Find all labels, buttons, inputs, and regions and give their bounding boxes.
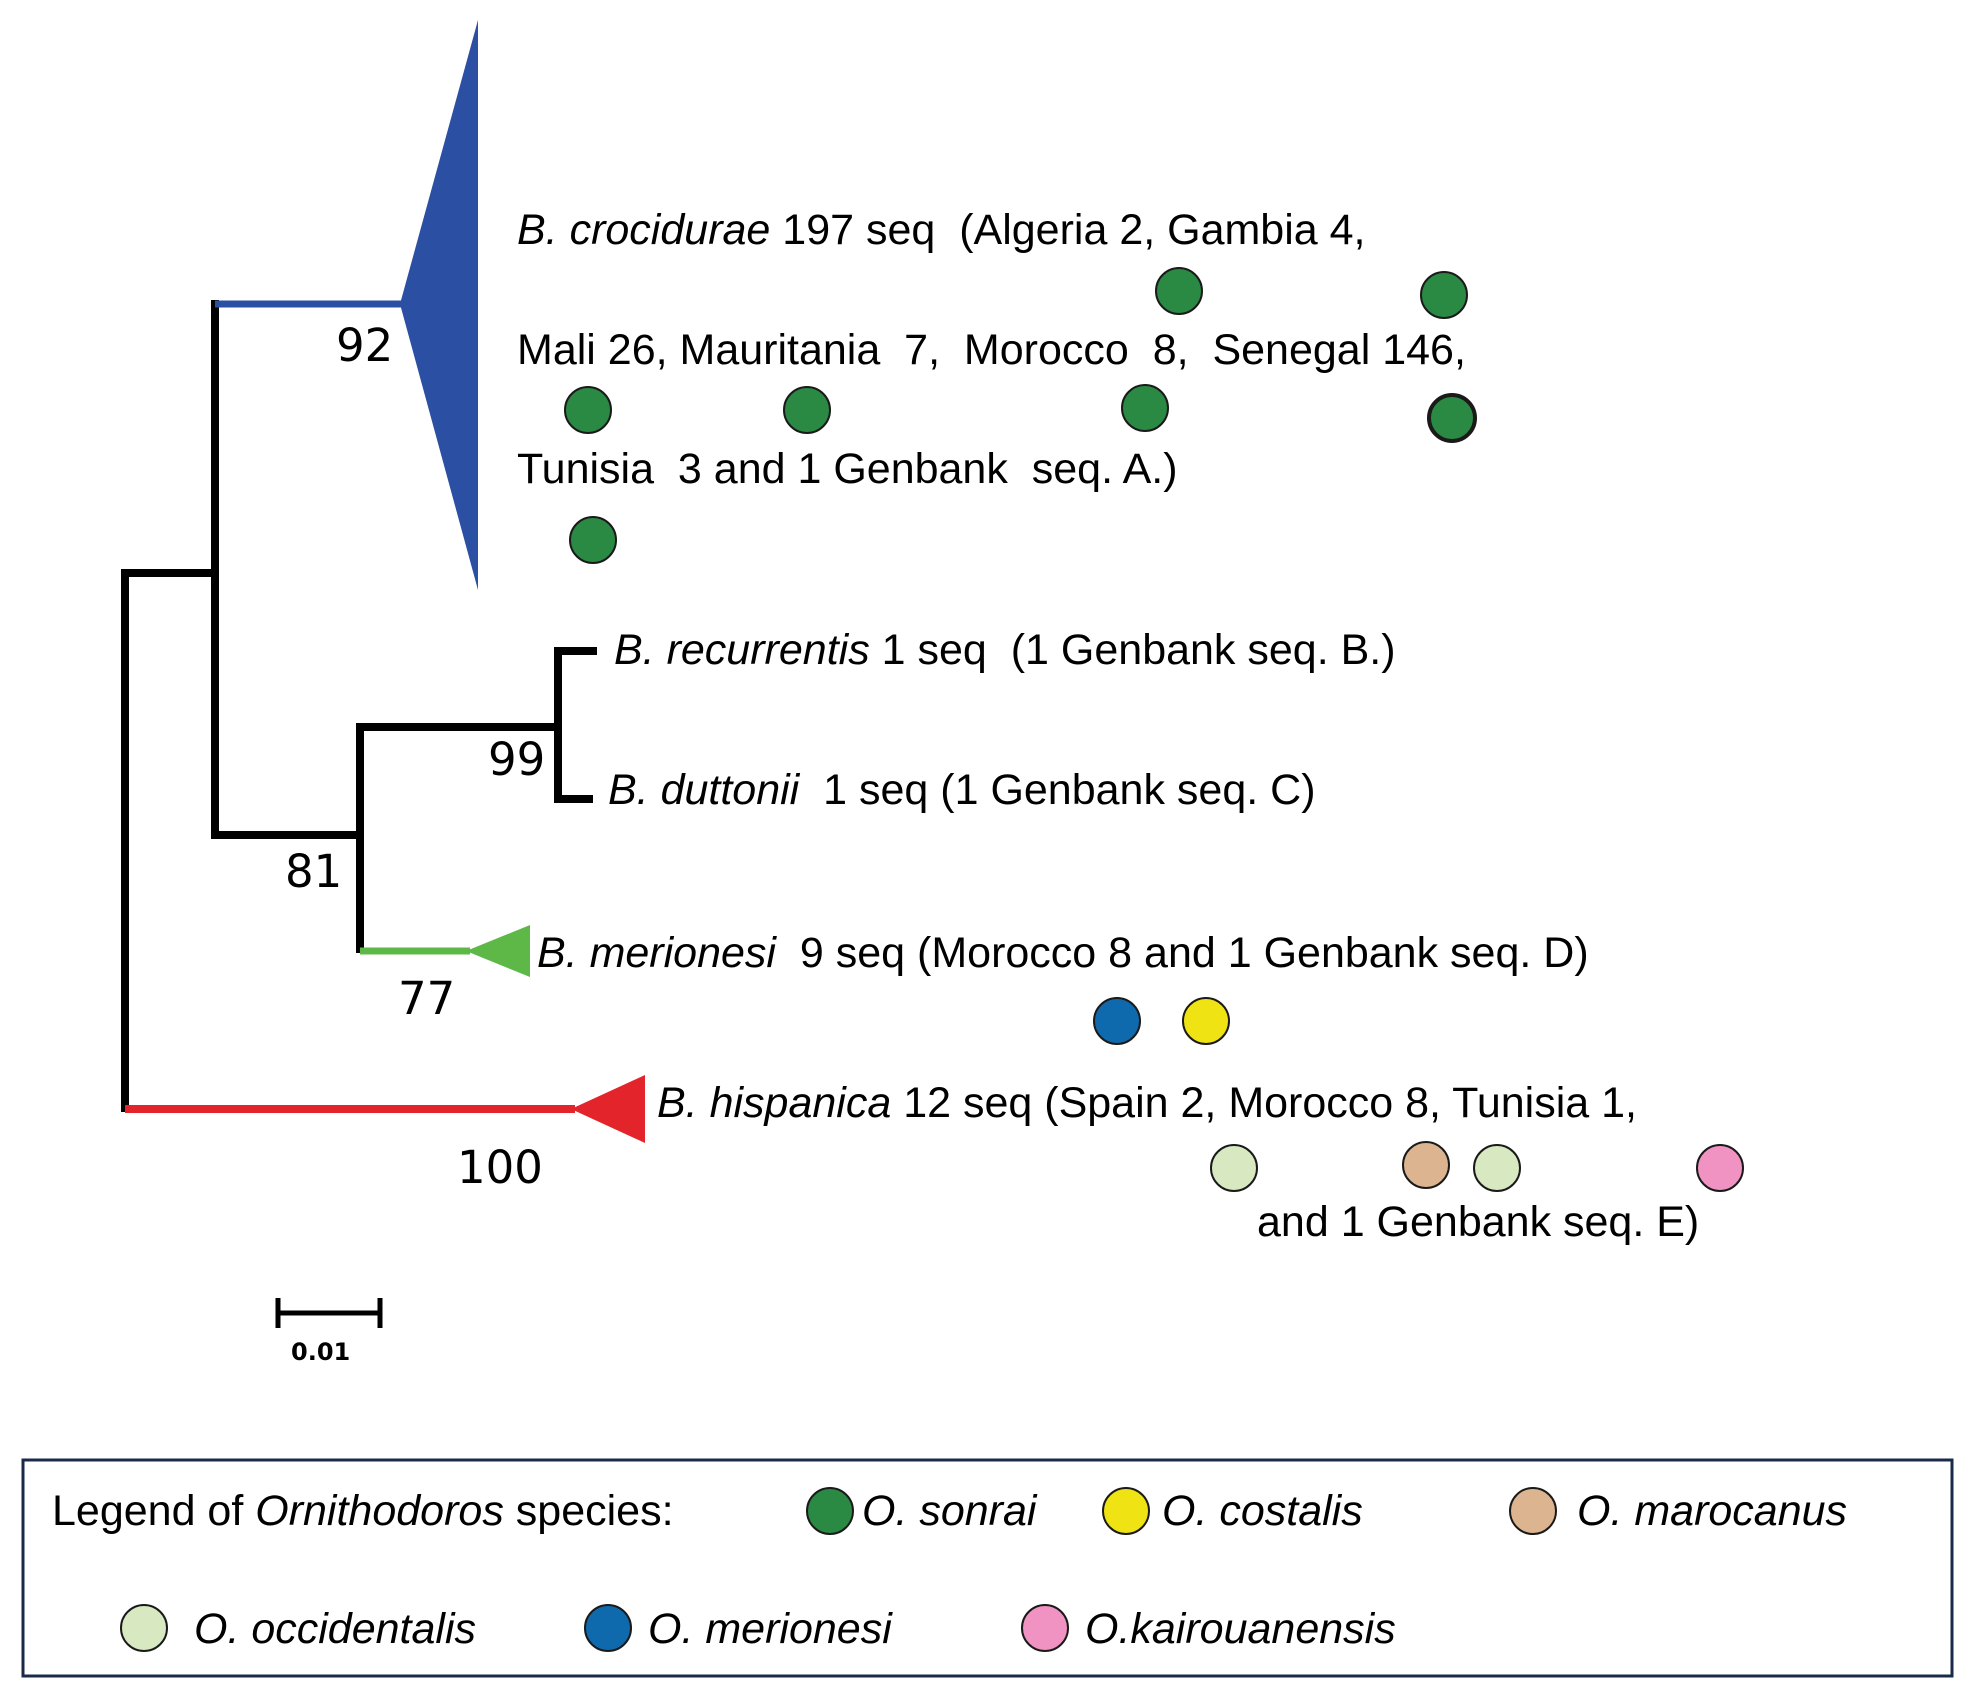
recurrentis-species-name: B. recurrentis: [614, 626, 870, 674]
legend-label-o-sonrai: O. sonrai: [862, 1487, 1038, 1535]
legend-title: Legend of Ornithodoros species:: [52, 1487, 674, 1535]
legend-title-suffix: species:: [504, 1487, 674, 1535]
legend-title-genus: Ornithodoros: [255, 1487, 504, 1535]
bootstrap-77: 77: [398, 972, 455, 1025]
legend-swatch-o-marocanus: [1509, 1487, 1557, 1535]
crocidurae-host-algeria-marker: [1155, 267, 1203, 315]
recurrentis-label: B. recurrentis 1 seq (1 Genbank seq. B.): [614, 626, 1396, 674]
legend-label-o-costalis: O. costalis: [1162, 1487, 1363, 1535]
bootstrap-99: 99: [488, 733, 545, 786]
merionesi-details: 9 seq (Morocco 8 and 1 Genbank seq. D): [776, 929, 1589, 977]
legend-label-o-merionesi: O. merionesi: [648, 1605, 893, 1653]
scale-bar-label: 0.01: [291, 1338, 350, 1366]
crocidurae-details: 197 seq (Algeria 2, Gambia 4,: [770, 206, 1365, 254]
crocidurae-host-mauritania-marker: [783, 386, 831, 434]
hispanica-host-morocco-marker-2: [1473, 1144, 1521, 1192]
crocidurae-label-line2: Mali 26, Mauritania 7, Morocco 8, Senega…: [517, 326, 1466, 374]
hispanica-host-morocco-marker-1: [1402, 1141, 1450, 1189]
tree-branches: [121, 300, 597, 1113]
hispanica-species-name: B. hispanica: [657, 1079, 891, 1127]
merionesi-host-marker-2: [1182, 997, 1230, 1045]
hispanica-label-line2: and 1 Genbank seq. E): [1257, 1198, 1699, 1246]
crocidurae-host-morocco-marker: [1121, 384, 1169, 432]
legend-swatch-o-sonrai: [806, 1487, 854, 1535]
merionesi-collapsed-clade: [466, 925, 530, 977]
legend-swatch-o-costalis: [1102, 1487, 1150, 1535]
legend-label-o-marocanus: O. marocanus: [1577, 1487, 1847, 1535]
crocidurae-host-tunisia-marker: [569, 516, 617, 564]
crocidurae-collapsed-clade: [400, 20, 478, 590]
bootstrap-100: 100: [457, 1141, 543, 1194]
duttonii-details: 1 seq (1 Genbank seq. C): [799, 766, 1315, 814]
crocidurae-host-senegal-marker: [1427, 393, 1477, 443]
bootstrap-81: 81: [285, 845, 342, 898]
duttonii-species-name: B. duttonii: [608, 766, 801, 814]
crocidurae-species-name: B. crocidurae: [517, 206, 770, 254]
host-markers: [564, 267, 1744, 1192]
legend-title-prefix: Legend of: [52, 1487, 255, 1535]
hispanica-label-line1: B. hispanica 12 seq (Spain 2, Morocco 8,…: [657, 1079, 1637, 1127]
legend-label-o-occidentalis: O. occidentalis: [194, 1605, 476, 1653]
legend-swatch-o-occidentalis: [120, 1604, 168, 1652]
hispanica-details: 12 seq (Spain 2, Morocco 8, Tunisia 1,: [891, 1079, 1637, 1127]
legend-swatch-o-kairouanensis: [1021, 1604, 1069, 1652]
bootstrap-92: 92: [336, 319, 393, 372]
merionesi-species-name: B. merionesi: [537, 929, 777, 977]
legend-swatch-o-merionesi: [584, 1604, 632, 1652]
legend-swatches: [120, 1487, 1557, 1652]
legend-box: [21, 1458, 1954, 1678]
scale-bar: [275, 1298, 383, 1328]
crocidurae-host-mali-marker: [564, 386, 612, 434]
hispanica-host-spain-marker: [1210, 1144, 1258, 1192]
merionesi-host-marker-1: [1093, 997, 1141, 1045]
crocidurae-label-line3: Tunisia 3 and 1 Genbank seq. A.): [517, 445, 1178, 493]
legend-label-o-kairouanensis: O.kairouanensis: [1085, 1605, 1396, 1653]
duttonii-label: B. duttonii 1 seq (1 Genbank seq. C): [608, 766, 1316, 814]
merionesi-label: B. merionesi 9 seq (Morocco 8 and 1 Genb…: [537, 929, 1589, 977]
hispanica-host-tunisia-marker: [1696, 1144, 1744, 1192]
crocidurae-host-gambia-marker: [1420, 271, 1468, 319]
hispanica-collapsed-clade: [571, 1075, 645, 1143]
recurrentis-details: 1 seq (1 Genbank seq. B.): [870, 626, 1396, 674]
crocidurae-label-line1: B. crocidurae 197 seq (Algeria 2, Gambia…: [517, 206, 1366, 254]
